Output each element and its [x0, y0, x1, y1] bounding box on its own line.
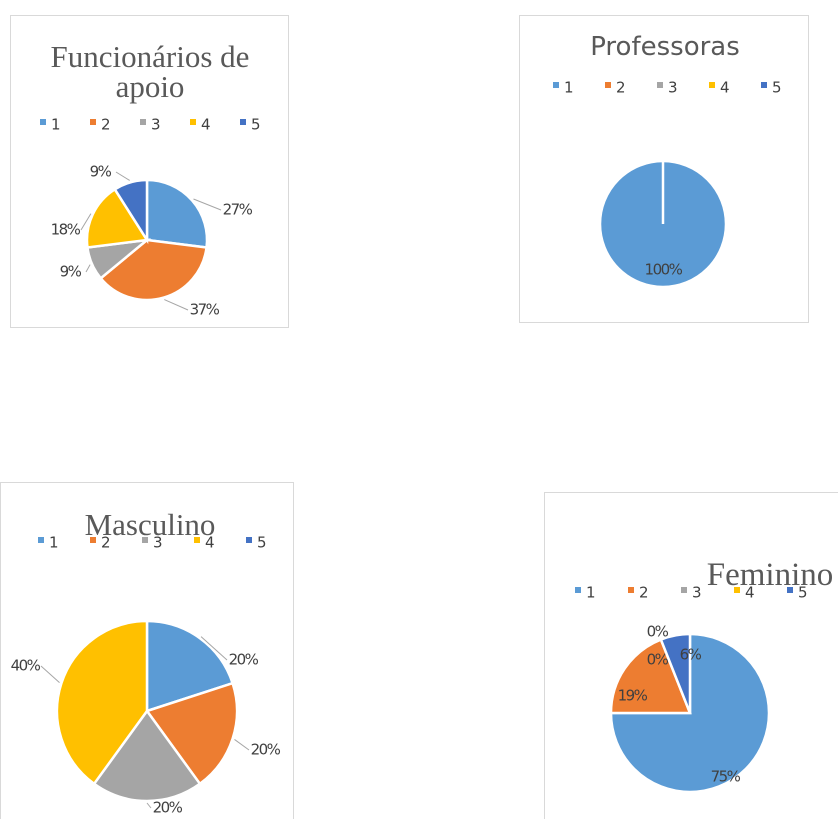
- pie-slice: [609, 637, 692, 715]
- leader-line: [85, 264, 91, 273]
- legend-label: 5: [798, 584, 808, 602]
- legend-swatch: [90, 119, 96, 125]
- data-label: 20%: [229, 651, 259, 669]
- legend-swatch: [657, 82, 663, 88]
- legend-swatch: [240, 119, 246, 125]
- pie-slice: [145, 178, 209, 249]
- pie-slice: [145, 619, 235, 713]
- chart-title: Funcionários de apoio: [50, 39, 250, 104]
- pie-slice: [113, 178, 149, 245]
- leader-line: [234, 739, 250, 751]
- legend-swatch: [628, 587, 634, 593]
- legend-swatch: [761, 82, 767, 88]
- legend-swatch: [246, 537, 252, 543]
- legend-label: 1: [51, 116, 61, 134]
- pie-slice: [99, 238, 208, 302]
- legend-swatch: [575, 587, 581, 593]
- legend-label: 3: [692, 584, 702, 602]
- legend-swatch: [605, 82, 611, 88]
- leader-line: [193, 198, 222, 211]
- data-label: 75%: [711, 768, 741, 786]
- legend-label: 2: [101, 116, 111, 134]
- leader-line: [115, 171, 130, 181]
- data-label: 100%: [645, 261, 683, 279]
- legend-swatch: [90, 537, 96, 543]
- legend-label: 4: [745, 584, 755, 602]
- chart-title: Professoras: [590, 32, 740, 62]
- legend-label: 4: [205, 534, 215, 552]
- data-label: 27%: [223, 201, 253, 219]
- legend-label: 4: [720, 79, 730, 97]
- legend-swatch: [194, 537, 200, 543]
- legend-swatch: [190, 119, 196, 125]
- leader-line: [80, 213, 92, 231]
- legend-swatch: [787, 587, 793, 593]
- legend-swatch: [553, 82, 559, 88]
- chart-title: Masculino: [84, 507, 216, 542]
- legend-swatch: [40, 119, 46, 125]
- pie-slice: [144, 681, 239, 786]
- data-label: 6%: [680, 646, 702, 664]
- legend-swatch: [709, 82, 715, 88]
- legend-label: 1: [586, 584, 596, 602]
- leader-line: [164, 299, 189, 311]
- leader-line: [146, 802, 152, 809]
- legend-label: 3: [668, 79, 678, 97]
- data-label: 18%: [51, 221, 81, 239]
- data-label: 9%: [60, 263, 82, 281]
- legend-label: 5: [251, 116, 261, 134]
- pie-slice: [85, 187, 150, 249]
- leader-line: [40, 665, 60, 683]
- data-label: 37%: [190, 301, 220, 319]
- legend-label: 2: [639, 584, 649, 602]
- legend-label: 5: [257, 534, 267, 552]
- data-label: 20%: [251, 741, 281, 759]
- data-label: 9%: [90, 163, 112, 181]
- legend-label: 2: [616, 79, 626, 97]
- data-label: 0%: [647, 651, 669, 669]
- legend-label: 1: [49, 534, 59, 552]
- legend-label: 3: [153, 534, 163, 552]
- data-label: 0%: [647, 623, 669, 641]
- legend-label: 3: [151, 116, 161, 134]
- pie-slice: [55, 619, 149, 786]
- data-label: 20%: [153, 799, 183, 817]
- legend-label: 1: [564, 79, 574, 97]
- chart-title: Feminino: [706, 557, 834, 593]
- leader-line: [200, 636, 228, 661]
- legend-swatch: [140, 119, 146, 125]
- legend-swatch: [681, 587, 687, 593]
- data-label: 40%: [11, 657, 41, 675]
- legend-label: 5: [772, 79, 782, 97]
- legend-swatch: [38, 537, 44, 543]
- legend-swatch: [734, 587, 740, 593]
- pie-slice: [92, 708, 202, 803]
- data-label: 19%: [618, 687, 648, 705]
- legend-swatch: [142, 537, 148, 543]
- legend-label: 4: [201, 116, 211, 134]
- pie-slice: [659, 632, 692, 714]
- legend-label: 2: [101, 534, 111, 552]
